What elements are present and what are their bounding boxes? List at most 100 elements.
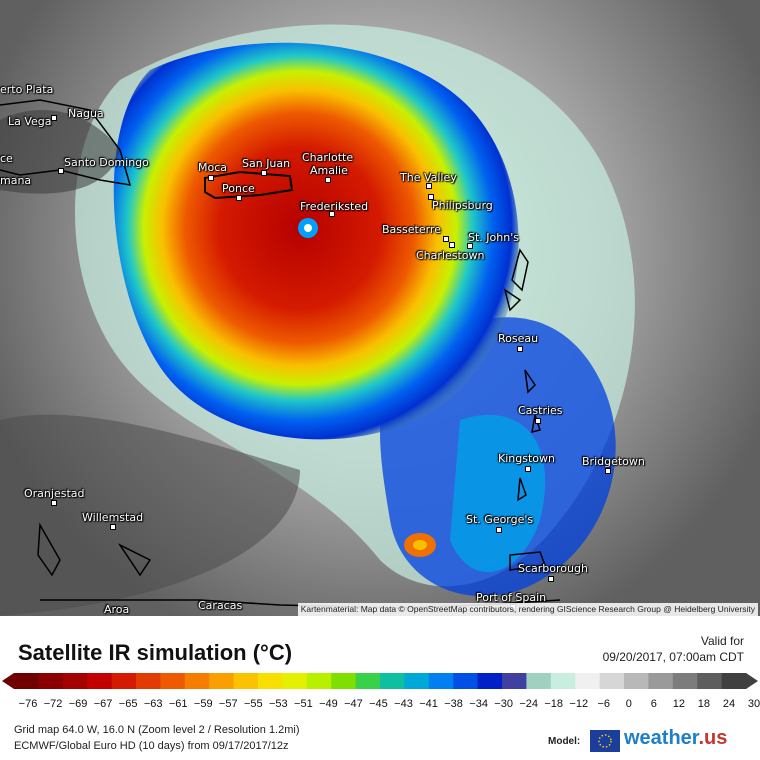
city-label-santo-domingo: Santo Domingo: [64, 156, 149, 169]
city-label-moca: Moca: [198, 161, 228, 174]
scale-segment: [14, 673, 39, 689]
scale-segment: [672, 673, 698, 689]
city-label-st-georges: St. George's: [466, 513, 534, 526]
city-label-frederiksted: Frederiksted: [300, 200, 369, 213]
city-dot: [58, 168, 64, 174]
scale-segment: [575, 673, 601, 689]
map-attribution[interactable]: Kartenmaterial: Map data © OpenStreetMap…: [297, 603, 758, 616]
city-dot: [261, 170, 267, 176]
scale-segment: [380, 673, 405, 689]
scale-segment: [38, 673, 64, 689]
scale-tick-label: −51: [294, 698, 313, 710]
city-label-nagua: Nagua: [68, 107, 104, 120]
scale-tick-label: −67: [93, 698, 113, 710]
city-dot: [548, 576, 554, 582]
model-run-info: ECMWF/Global Euro HD (10 days) from 09/1…: [14, 740, 289, 752]
scale-tick-label: −55: [243, 698, 263, 710]
scale-tick-label: −76: [18, 698, 38, 710]
valid-for-label: Valid for: [700, 634, 744, 648]
scale-segment: [136, 673, 161, 689]
scale-tick-label: −63: [143, 698, 163, 710]
scale-tick-label: −6: [597, 698, 611, 710]
eu-flag-icon: [590, 730, 620, 752]
city-label-caracas: Caracas: [198, 599, 243, 612]
city-label-puerto-plata: erto Plata: [0, 83, 54, 96]
city-dot: [428, 194, 434, 200]
city-label-willemstad: Willemstad: [82, 511, 144, 524]
scale-arrow-left-icon: [2, 673, 14, 689]
city-dot: [426, 183, 432, 189]
scale-segment: [355, 673, 381, 689]
city-label-port-of-spain: Port of Spain: [476, 591, 547, 604]
scale-tick-label: 24: [722, 698, 736, 710]
city-label-romana: mana: [0, 174, 32, 187]
city-dot: [329, 211, 335, 217]
legend-title: Satellite IR simulation (°C): [18, 640, 293, 665]
scale-segment: [160, 673, 186, 689]
city-label-ce: ce: [0, 152, 13, 165]
city-label-ponce: Ponce: [222, 182, 255, 195]
scale-segment: [453, 673, 479, 689]
scale-tick-label: −34: [469, 698, 488, 710]
city-dot: [605, 468, 611, 474]
scale-tick-label: −47: [344, 698, 363, 710]
scale-tick-label: 30: [747, 698, 760, 710]
city-label-roseau: Roseau: [498, 332, 539, 345]
city-dot: [443, 236, 449, 242]
city-dot: [496, 527, 502, 533]
scale-tick-label: −49: [319, 698, 338, 710]
city-dot: [535, 418, 541, 424]
scale-tick-label: −30: [494, 698, 513, 710]
city-label-bridgetown: Bridgetown: [582, 455, 645, 468]
city-dot: [208, 175, 214, 181]
city-label-amalie: Amalie: [310, 164, 348, 177]
color-scale-bar: [2, 673, 758, 689]
scale-segment: [258, 673, 283, 689]
scale-tick-label: −59: [193, 698, 213, 710]
city-label-charlotte: Charlotte: [302, 151, 354, 164]
scale-segment: [184, 673, 210, 689]
scale-tick-label: 0: [625, 698, 632, 710]
city-dot: [325, 177, 331, 183]
grid-info: Grid map 64.0 W, 16.0 N (Zoom level 2 / …: [14, 724, 300, 736]
city-label-basseterre: Basseterre: [382, 223, 441, 236]
scale-tick-label: 12: [672, 698, 686, 710]
scale-tick-label: −61: [168, 698, 188, 710]
city-label-scarborough: Scarborough: [518, 562, 588, 575]
scale-tick-label: −38: [444, 698, 463, 710]
scale-segment: [233, 673, 259, 689]
scale-tick-label: −72: [43, 698, 63, 710]
city-dot: [449, 242, 455, 248]
scale-tick-label: −12: [569, 698, 589, 710]
city-dot: [525, 466, 531, 472]
scale-segment: [697, 673, 723, 689]
city-dot: [51, 500, 57, 506]
city-label-la-vega: La Vega: [8, 115, 52, 128]
scale-segment: [282, 673, 308, 689]
scale-arrow-right-icon: [746, 673, 758, 689]
city-dot: [517, 346, 523, 352]
weather-us-logo[interactable]: weather.us: [624, 727, 728, 749]
satellite-map[interactable]: erto Plata Nagua La Vega Santo Domingo c…: [0, 0, 760, 616]
scale-segment: [526, 673, 552, 689]
scale-tick-label: 18: [697, 698, 711, 710]
scale-tick-label: −18: [544, 698, 564, 710]
scale-tick-label: −57: [218, 698, 238, 710]
city-label-st-johns: St. John's: [468, 231, 519, 244]
scale-tick-label: −53: [269, 698, 288, 710]
scale-tick-label: 6: [650, 698, 657, 710]
scale-tick-label: −69: [68, 698, 88, 710]
scale-segment: [209, 673, 235, 689]
city-dot: [51, 115, 57, 121]
scale-tick-label: −24: [519, 698, 539, 710]
scale-segment: [648, 673, 674, 689]
city-dot: [467, 243, 473, 249]
city-label-charlestown: Charlestown: [416, 249, 485, 262]
scale-tick-label: −43: [394, 698, 413, 710]
scale-tick-label: −45: [369, 698, 388, 710]
scale-segment: [502, 673, 527, 689]
city-label-the-valley: The Valley: [400, 171, 457, 184]
city-dot: [236, 195, 242, 201]
scale-segment: [404, 673, 430, 689]
model-label: Model:: [548, 736, 581, 747]
